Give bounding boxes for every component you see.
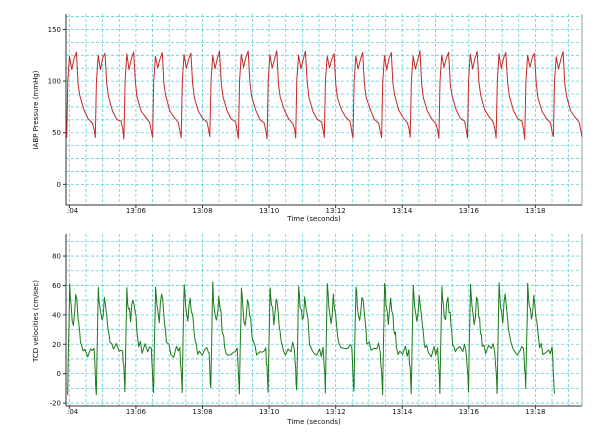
x-tick-label: 13:14	[392, 207, 413, 215]
x-tick-label: :04	[67, 408, 79, 416]
y-tick-label: 80	[52, 253, 61, 261]
x-tick-label: 13:06	[126, 207, 147, 215]
y-tick-label: 100	[48, 78, 61, 86]
tcd-velocity-panel: -20 0 20 40 60 80 :04 13:06 13:08 13:10 13:12 13:14…	[32, 234, 583, 426]
x-axis-label: Time (seconds)	[286, 215, 341, 223]
series-line	[66, 50, 583, 140]
series-line	[67, 281, 555, 396]
x-tick-label: 13:14	[392, 408, 413, 416]
x-tick-label: 13:10	[259, 207, 279, 215]
y-tick-label: 20	[52, 341, 61, 349]
grid	[66, 14, 582, 205]
y-tick-label: 150	[48, 26, 61, 34]
x-tick-label: 13:16	[459, 207, 480, 215]
y-tick-label: 60	[52, 282, 61, 290]
grid	[66, 234, 582, 406]
x-tick-label: :04	[67, 207, 79, 215]
x-tick-label: 13:12	[326, 207, 346, 215]
x-tick-label: 13:16	[459, 408, 480, 416]
x-tick-label: 13:18	[525, 408, 545, 416]
y-tick-label: 0	[57, 370, 61, 378]
y-tick-label: 40	[52, 311, 61, 319]
y-axis-label: TCD velocities (cm/sec)	[32, 280, 40, 363]
x-tick-label: 13:18	[525, 207, 545, 215]
iabp-pressure-panel: 0 50 100 150 :04 13:06 13:08 13:10 13:12 13:14 13:…	[32, 14, 583, 223]
y-tick-label: -20	[50, 400, 61, 408]
x-tick-label: 13:08	[192, 207, 212, 215]
x-axis-label: Time (seconds)	[286, 418, 341, 426]
y-tick-label: 50	[52, 129, 61, 137]
y-tick-label: 0	[57, 181, 61, 189]
x-tick-label: 13:08	[192, 408, 212, 416]
y-axis-label: IABP Pressure (mmHg)	[32, 70, 40, 149]
x-tick-label: 13:06	[126, 408, 147, 416]
x-tick-label: 13:12	[326, 408, 346, 416]
x-tick-label: 13:10	[259, 408, 279, 416]
